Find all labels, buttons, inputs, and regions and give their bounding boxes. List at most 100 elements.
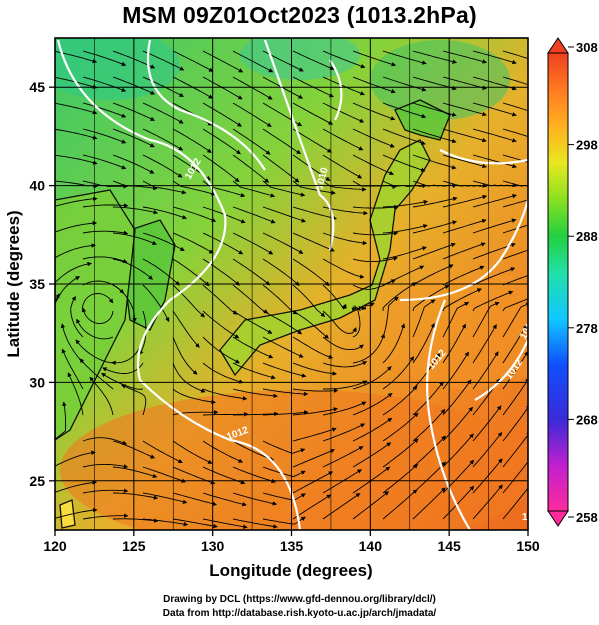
streamline — [412, 435, 446, 468]
streamline — [502, 302, 528, 338]
streamline — [442, 154, 487, 169]
streamline — [382, 489, 418, 520]
streamline — [142, 128, 184, 151]
credits: Drawing by DCL (https://www.gfd-dennou.o… — [0, 593, 599, 621]
streamline — [412, 154, 457, 170]
streamline — [502, 128, 528, 138]
streamline — [142, 284, 170, 323]
streamline — [322, 76, 365, 96]
streamline — [142, 50, 185, 71]
streamline — [55, 102, 98, 115]
streamline — [382, 356, 415, 390]
streamline — [382, 199, 429, 208]
streamline — [412, 299, 436, 338]
streamline — [472, 484, 503, 520]
streamline — [292, 232, 335, 252]
colorbar-label: 278 — [576, 321, 598, 336]
streamline — [502, 483, 528, 520]
streamline — [172, 336, 198, 375]
x-axis-title: Longitude (degrees) — [209, 561, 372, 580]
streamline — [202, 284, 238, 315]
streamline — [262, 102, 303, 127]
x-tick-label: 145 — [437, 538, 461, 554]
streamline — [82, 437, 128, 445]
chart-title: MSM 09Z01Oct2023 (1013.2hPa) — [122, 2, 477, 28]
streamline — [112, 206, 159, 215]
streamline — [292, 388, 339, 393]
streamline — [232, 492, 278, 506]
streamline — [172, 492, 218, 506]
colorbar-max-triangle — [547, 37, 569, 54]
streamline — [502, 249, 528, 260]
streamline — [352, 154, 394, 176]
x-axis: 120 125 130 135 140 145 150 — [43, 530, 540, 554]
streamline — [232, 232, 274, 255]
streamline — [382, 464, 419, 494]
streamline — [472, 102, 517, 117]
streamline — [322, 401, 367, 416]
streamline — [352, 204, 399, 210]
streamline — [442, 194, 488, 208]
streamline — [142, 76, 184, 97]
streamline — [472, 301, 500, 338]
streamline — [82, 256, 128, 264]
streamline — [232, 411, 279, 417]
streamline — [502, 275, 528, 286]
streamline — [502, 102, 528, 112]
streamline — [472, 458, 503, 494]
streamline — [352, 102, 396, 121]
streamline — [81, 307, 114, 324]
streamline — [352, 231, 399, 236]
streamline — [382, 50, 427, 65]
streamline — [232, 466, 276, 484]
streamline — [75, 339, 114, 364]
credit-data: Data from http://database.rish.kyoto-u.a… — [162, 608, 437, 619]
streamline — [322, 446, 364, 468]
streamline — [142, 518, 189, 527]
streamline — [442, 433, 474, 468]
streamline — [81, 293, 114, 312]
streamline — [292, 258, 330, 286]
streamline — [382, 224, 428, 234]
streamline — [202, 492, 247, 507]
streamline — [322, 469, 362, 494]
streamline — [142, 102, 184, 124]
streamline — [442, 288, 482, 312]
streamline — [55, 154, 98, 165]
streamline — [82, 513, 129, 520]
streamline — [172, 310, 200, 348]
streamline — [172, 388, 216, 405]
streamline — [172, 518, 218, 529]
streamline — [472, 324, 497, 364]
streamline — [502, 377, 528, 416]
streamline — [112, 232, 157, 245]
x-tick-label: 150 — [516, 538, 540, 554]
streamline — [55, 480, 98, 493]
streamline — [48, 371, 54, 415]
streamline — [352, 50, 397, 67]
streamline — [442, 379, 472, 416]
streamline — [113, 492, 159, 500]
streamline — [262, 128, 302, 155]
streamline — [382, 102, 427, 119]
streamline — [262, 440, 306, 454]
streamline — [142, 154, 183, 178]
streamline — [472, 128, 517, 143]
streamline — [55, 128, 98, 140]
streamline — [112, 518, 159, 523]
streamline — [82, 50, 127, 67]
streamline — [292, 284, 326, 318]
streamline — [82, 128, 127, 144]
lat-lon-grid — [55, 38, 528, 530]
streamline — [502, 404, 528, 442]
streamline — [412, 285, 450, 312]
y-axis: 25 30 35 40 45 — [29, 79, 55, 489]
streamline — [382, 265, 425, 286]
streamline — [442, 102, 487, 117]
streamline — [412, 461, 447, 494]
streamline — [70, 295, 84, 338]
streamline — [323, 380, 368, 390]
streamline — [352, 76, 396, 94]
streamline — [352, 256, 398, 263]
